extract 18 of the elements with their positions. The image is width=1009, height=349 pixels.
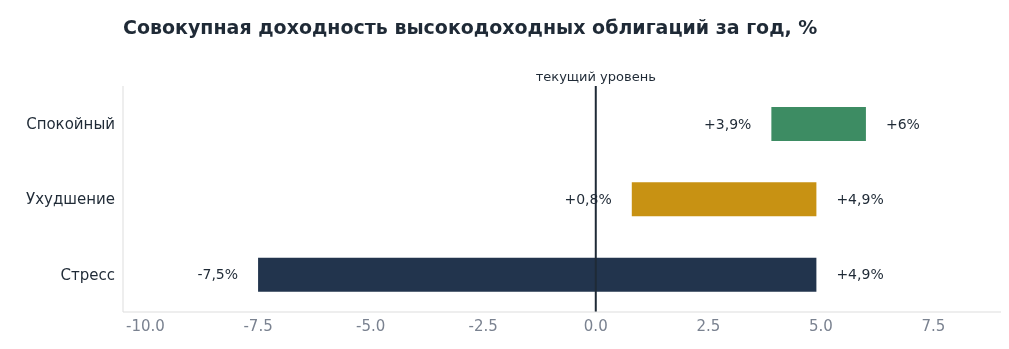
annotation: +6% [885, 115, 920, 132]
x-tick-label: -7.5 [243, 316, 273, 335]
x-tick-label: 0.0 [583, 316, 608, 335]
x-tick-label: 7.5 [921, 316, 946, 335]
annotation: +4,9% [836, 266, 884, 283]
chart-title: Совокупная доходность высокодоходных облигаций за год, % [122, 15, 819, 40]
annotation: -7,5% [197, 266, 239, 283]
x-tick-label: -10.0 [126, 316, 165, 335]
x-tick-label: 5.0 [808, 316, 833, 335]
annotation: +3,9% [704, 115, 752, 132]
y-tick-label: Стресс [60, 265, 115, 284]
x-tick-label: 2.5 [696, 316, 721, 335]
annotation: +4,9% [836, 190, 884, 207]
x-tick-label: -2.5 [468, 316, 498, 335]
y-tick-label: Спокойный [26, 114, 115, 133]
y-tick-label: Ухудшение [25, 190, 115, 209]
ref-line-label: текущий уровень [535, 69, 656, 84]
x-tick-label: -5.0 [356, 316, 386, 335]
